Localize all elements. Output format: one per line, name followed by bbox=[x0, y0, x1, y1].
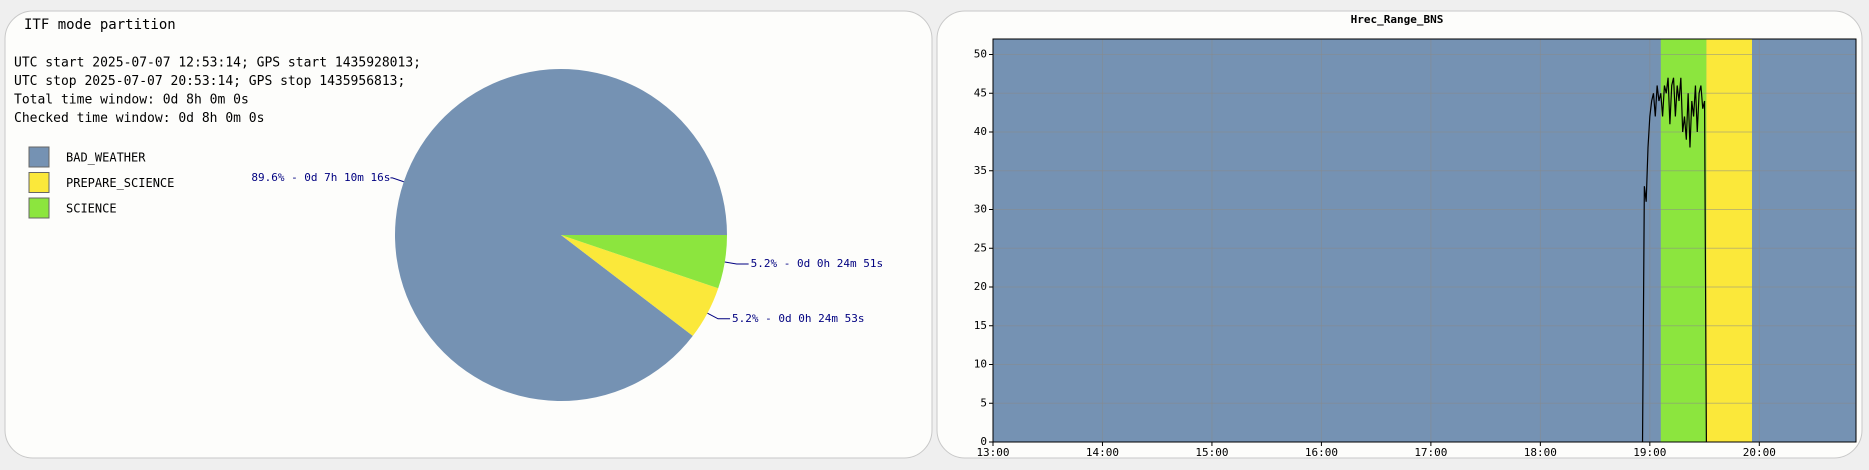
legend-label: SCIENCE bbox=[66, 202, 117, 216]
info-line: UTC stop 2025-07-07 20:53:14; GPS stop 1… bbox=[14, 74, 405, 89]
slice-label: 5.2% - 0d 0h 24m 51s bbox=[751, 257, 883, 270]
pie-slice bbox=[561, 235, 727, 289]
mode-band bbox=[1660, 39, 1707, 442]
info-line: UTC start 2025-07-07 12:53:14; GPS start… bbox=[14, 56, 421, 71]
slice-label: 89.6% - 0d 7h 10m 16s bbox=[251, 171, 390, 184]
x-tick-label: 14:00 bbox=[1086, 446, 1119, 459]
x-tick-label: 13:00 bbox=[976, 446, 1009, 459]
legend-swatch bbox=[28, 146, 50, 168]
data-line bbox=[1641, 77, 1707, 443]
y-tick-label: 5 bbox=[980, 396, 987, 409]
leader-line bbox=[707, 312, 731, 320]
y-tick-label: 25 bbox=[974, 241, 987, 254]
legend-swatch bbox=[28, 197, 50, 219]
x-tick-label: 17:00 bbox=[1414, 446, 1447, 459]
info-line: Checked time window: 0d 8h 0m 0s bbox=[14, 111, 264, 126]
x-tick-label: 18:00 bbox=[1524, 446, 1557, 459]
y-tick-label: 0 bbox=[980, 435, 987, 448]
leader-line bbox=[390, 177, 404, 183]
legend-swatch bbox=[28, 172, 50, 193]
pie-title: ITF mode partition bbox=[24, 17, 176, 33]
line-title: Hrec_Range_BNS bbox=[1351, 13, 1444, 26]
pie-slice bbox=[561, 235, 719, 336]
leader-line bbox=[724, 261, 749, 265]
x-tick-label: 20:00 bbox=[1743, 446, 1776, 459]
y-tick-label: 35 bbox=[974, 164, 987, 177]
y-tick-label: 40 bbox=[974, 125, 987, 138]
slice-label: 5.2% - 0d 0h 24m 53s bbox=[732, 312, 864, 325]
y-tick-label: 20 bbox=[974, 280, 987, 293]
x-tick-label: 16:00 bbox=[1305, 446, 1338, 459]
y-tick-label: 15 bbox=[974, 319, 987, 332]
plot-frame bbox=[992, 38, 1857, 443]
x-tick-label: 15:00 bbox=[1195, 446, 1228, 459]
info-line: Total time window: 0d 8h 0m 0s bbox=[14, 93, 249, 108]
y-tick-label: 50 bbox=[974, 48, 987, 61]
y-tick-label: 30 bbox=[974, 203, 987, 216]
y-tick-label: 10 bbox=[974, 358, 987, 371]
mode-band bbox=[1706, 39, 1753, 442]
x-tick-label: 19:00 bbox=[1633, 446, 1666, 459]
legend-label: PREPARE_SCIENCE bbox=[66, 176, 174, 190]
y-tick-label: 45 bbox=[974, 86, 987, 99]
legend-label: BAD_WEATHER bbox=[66, 151, 146, 165]
pie-slice bbox=[394, 69, 727, 402]
